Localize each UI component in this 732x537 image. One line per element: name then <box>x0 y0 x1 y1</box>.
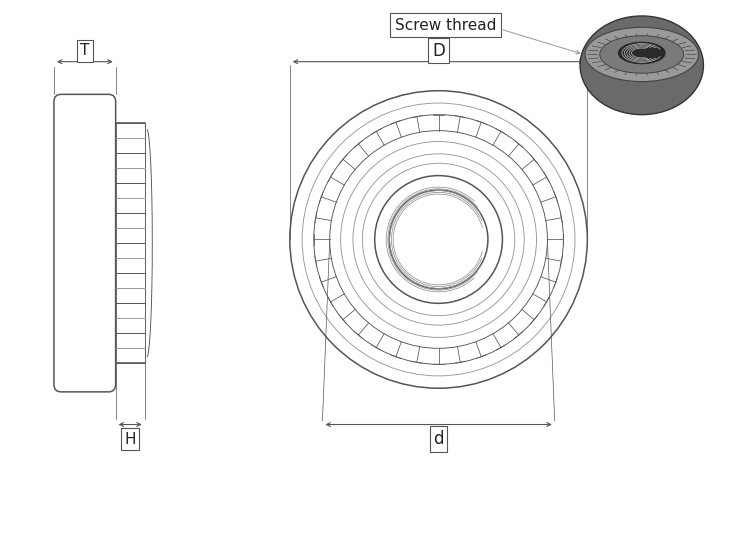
Ellipse shape <box>600 35 684 73</box>
Text: D: D <box>432 42 445 60</box>
Text: d: d <box>433 430 444 448</box>
Text: Screw thread: Screw thread <box>395 18 496 33</box>
FancyBboxPatch shape <box>54 95 116 392</box>
Text: T: T <box>80 43 89 59</box>
Ellipse shape <box>580 16 703 115</box>
Ellipse shape <box>619 42 665 64</box>
Text: H: H <box>124 432 136 447</box>
Ellipse shape <box>585 27 698 82</box>
